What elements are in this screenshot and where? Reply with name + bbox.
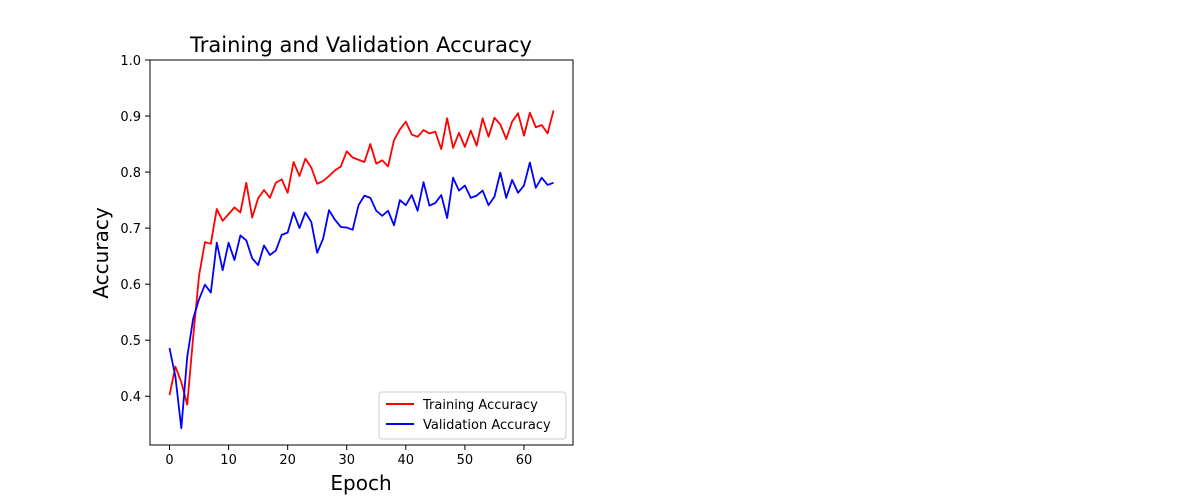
x-axis-ticks: 0 10 20 30 40 50 60 [165, 445, 532, 468]
x-tick-label: 20 [279, 453, 296, 468]
x-tick-label: 10 [220, 453, 237, 468]
y-axis-ticks: 0.4 0.5 0.6 0.7 0.8 0.9 1.0 [120, 54, 150, 405]
legend-label-training: Training Accuracy [422, 398, 538, 413]
chart-legend: Training Accuracy Validation Accuracy [378, 391, 567, 440]
x-tick-label: 30 [338, 453, 355, 468]
plot-area-frame [149, 59, 574, 446]
x-tick-label: 0 [165, 453, 173, 468]
training-accuracy-line [168, 110, 555, 406]
y-tick-label: 0.9 [120, 110, 141, 125]
y-axis-label: Accuracy [89, 207, 113, 298]
x-tick-label: 40 [398, 453, 415, 468]
y-tick-label: 0.4 [120, 390, 141, 405]
y-tick-label: 0.8 [120, 166, 141, 181]
series-lines [168, 110, 555, 430]
legend-box [378, 391, 567, 440]
legend-label-validation: Validation Accuracy [423, 418, 551, 433]
chart-title: Training and Validation Accuracy [189, 33, 532, 57]
y-tick-label: 0.5 [120, 334, 141, 349]
y-tick-label: 0.7 [120, 222, 141, 237]
x-tick-label: 60 [516, 453, 533, 468]
y-tick-label: 0.6 [120, 278, 141, 293]
x-axis-label: Epoch [330, 471, 391, 495]
x-tick-label: 50 [457, 453, 474, 468]
validation-accuracy-line [168, 161, 554, 430]
y-tick-label: 1.0 [120, 54, 141, 69]
